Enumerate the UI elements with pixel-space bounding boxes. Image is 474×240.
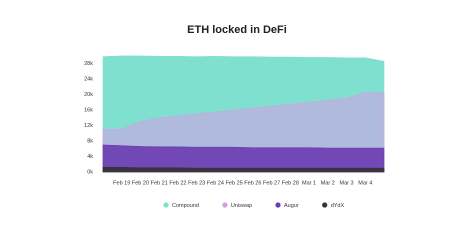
legend-label: Compound bbox=[172, 203, 199, 209]
x-tick-label: Mar 4 bbox=[358, 180, 372, 186]
x-tick-label: Mar 2 bbox=[321, 180, 335, 186]
legend-swatch bbox=[222, 202, 228, 208]
x-tick-label: Feb 20 bbox=[132, 180, 149, 186]
legend-swatch bbox=[163, 202, 169, 208]
x-tick-label: Mar 3 bbox=[340, 180, 354, 186]
y-tick-label: 28k bbox=[84, 61, 93, 67]
legend-label: dYdX bbox=[331, 203, 345, 209]
chart-title: ETH locked in DeFi bbox=[187, 24, 287, 36]
x-tick-label: Feb 28 bbox=[282, 180, 299, 186]
y-tick-label: 12k bbox=[84, 123, 93, 129]
area bbox=[102, 167, 385, 173]
chart: ETH locked in DeFi 0k 4k 8k 12k 16k 20k 24k 28k… bbox=[84, 24, 385, 209]
y-tick-label: 24k bbox=[84, 77, 93, 83]
y-tick-label: 8k bbox=[87, 138, 93, 144]
y-tick-label: 0k bbox=[87, 169, 93, 175]
x-tick-label: Feb 25 bbox=[226, 180, 243, 186]
x-tick-label: Feb 26 bbox=[244, 180, 261, 186]
y-tick-label: 4k bbox=[87, 154, 93, 160]
x-tick-label: Feb 21 bbox=[151, 180, 168, 186]
x-tick-label: Feb 24 bbox=[207, 180, 224, 186]
legend-label: Augur bbox=[284, 203, 299, 209]
x-tick-label: Feb 22 bbox=[169, 180, 186, 186]
x-tick-label: Mar 1 bbox=[302, 180, 316, 186]
area bbox=[102, 144, 385, 173]
x-tick-label: Feb 19 bbox=[113, 180, 130, 186]
x-tick-label: Feb 27 bbox=[263, 180, 280, 186]
legend-label: Uniswap bbox=[231, 203, 252, 209]
x-tick-label: Feb 23 bbox=[188, 180, 205, 186]
legend-swatch bbox=[322, 202, 328, 208]
y-tick-label: 20k bbox=[84, 92, 93, 98]
y-tick-label: 16k bbox=[84, 108, 93, 114]
legend-swatch bbox=[275, 202, 281, 208]
